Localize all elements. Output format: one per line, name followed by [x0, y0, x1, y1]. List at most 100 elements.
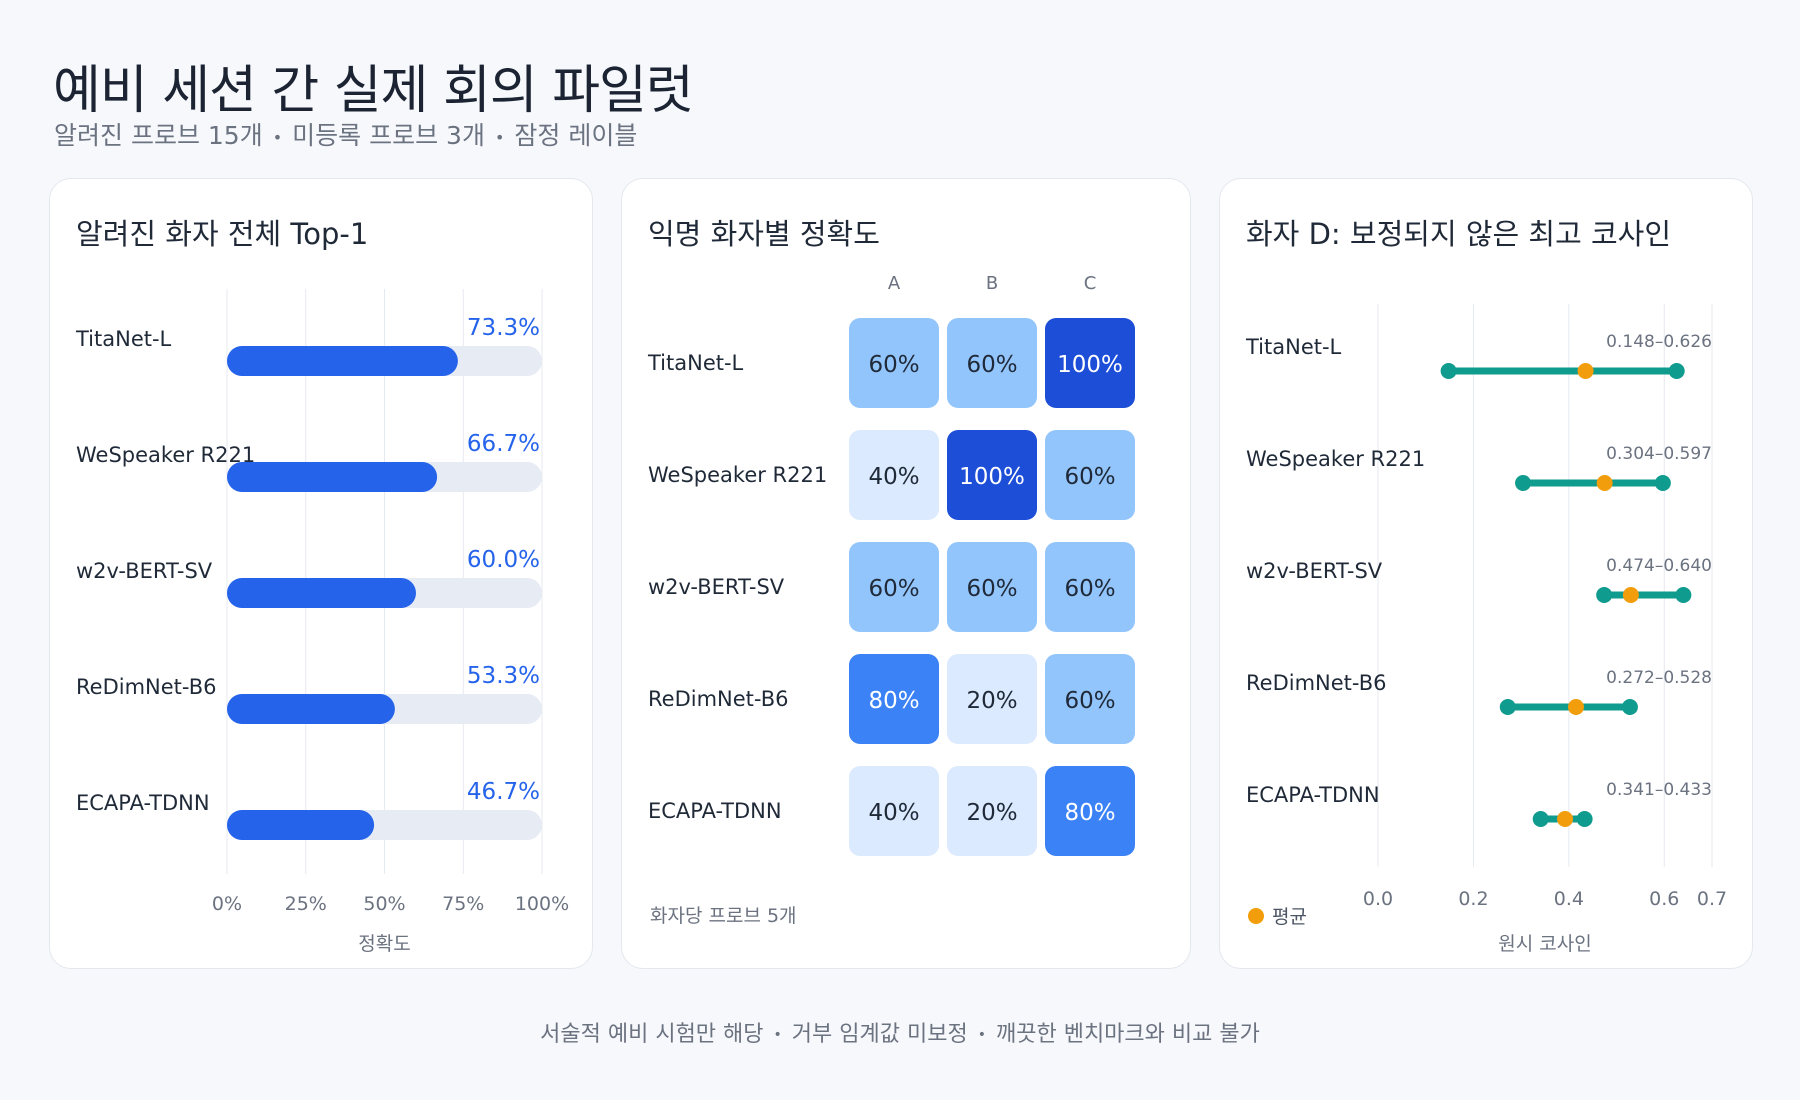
mean-point [1568, 699, 1585, 715]
cell-label: 20% [966, 800, 1017, 826]
heatmap-cell [947, 318, 1037, 408]
data-label: 66.7% [467, 431, 540, 457]
cell-label: 40% [868, 464, 919, 490]
x-tick-label: 75% [442, 893, 484, 915]
heatmap-cell [947, 766, 1037, 856]
data-label: 60.0% [467, 547, 540, 573]
range-min-point [1440, 363, 1457, 379]
column-label: A [888, 273, 901, 294]
category-label: ReDimNet-B6 [76, 675, 217, 699]
legend-mean-marker [1248, 908, 1264, 924]
x-tick-label: 0.6 [1649, 888, 1679, 910]
category-label: TitaNet-L [75, 327, 172, 351]
heatmap-cell [1045, 542, 1135, 632]
category-label: w2v-BERT-SV [1246, 559, 1383, 583]
category-label: w2v-BERT-SV [76, 559, 213, 583]
panel-title: 익명 화자별 정확도 [648, 217, 880, 251]
x-axis-label: 원시 코사인 [1498, 933, 1591, 955]
footer-item: 깨끗한 벤치마크와 비교 불가 [995, 1022, 1260, 1047]
x-tick-label: 0.2 [1458, 888, 1488, 910]
footer-note: 서술적 예비 시험만 해당 • 거부 임계값 미보정 • 깨끗한 벤치마크와 비교 불가 [0, 1016, 1800, 1048]
cosine-range-panel: 화자 D: 보정되지 않은 최고 코사인 0.0 0.2 0.4 0.6 0.7 원시 코… [1219, 178, 1753, 969]
footer-item: 서술적 예비 시험만 해당 [540, 1022, 764, 1047]
heatmap-chart: A B C TitaNet-L 60% 60% 100% WeSpeaker R221 40% 1… [647, 273, 1135, 927]
heatmap-cell [849, 430, 939, 520]
subtitle-item: 알려진 프로브 15개 [54, 121, 263, 150]
range-max-point [1675, 587, 1692, 603]
range-min-point [1499, 699, 1516, 715]
heatmap-note: 화자당 프로브 5개 [650, 905, 797, 927]
range-max-point [1668, 363, 1685, 379]
data-label: 46.7% [467, 779, 540, 805]
heatmap-cell [849, 542, 939, 632]
row-label: ReDimNet-B6 [648, 687, 789, 711]
cell-label: 40% [868, 800, 919, 826]
cell-label: 60% [1064, 576, 1115, 602]
mean-point [1577, 363, 1594, 379]
row-label: ECAPA-TDNN [648, 799, 782, 823]
heatmap-cell [947, 430, 1037, 520]
mean-point [1596, 475, 1613, 491]
top1-accuracy-panel: 알려진 화자 전체 Top-1 0% 25% 50% 75% 100% 정확도 TitaNe… [49, 178, 593, 969]
page-title: 예비 세션 간 실제 회의 파일럿 [53, 61, 694, 121]
row-label: TitaNet-L [647, 351, 744, 375]
data-label: 53.3% [467, 663, 540, 689]
subtitle-item: 잠정 레이블 [514, 121, 638, 150]
row-label: WeSpeaker R221 [648, 463, 827, 487]
cell-label: 60% [966, 352, 1017, 378]
range-label: 0.148–0.626 [1606, 332, 1712, 352]
bar [227, 694, 395, 724]
cell-label: 60% [868, 352, 919, 378]
heatmap-cell [1045, 654, 1135, 744]
range-label: 0.272–0.528 [1606, 668, 1712, 688]
column-label: B [986, 273, 998, 294]
range-label: 0.341–0.433 [1606, 780, 1712, 800]
x-tick-label: 0.7 [1697, 888, 1727, 910]
cell-label: 60% [966, 576, 1017, 602]
footer-item: 거부 임계값 미보정 [791, 1022, 968, 1047]
heatmap-cell [1045, 318, 1135, 408]
x-tick-label: 0.4 [1554, 888, 1584, 910]
panel-title: 알려진 화자 전체 Top-1 [76, 217, 369, 251]
range-chart: 0.0 0.2 0.4 0.6 0.7 원시 코사인 TitaNet-L 0.148–0.62… [1245, 304, 1727, 955]
separator-dot: • [494, 127, 505, 147]
row-label: w2v-BERT-SV [648, 575, 785, 599]
cell-label: 60% [1064, 464, 1115, 490]
separator-dot: • [272, 127, 283, 147]
category-label: WeSpeaker R221 [1246, 447, 1425, 471]
panel-title: 화자 D: 보정되지 않은 최고 코사인 [1246, 217, 1672, 251]
data-label: 73.3% [467, 315, 540, 341]
range-max-point [1654, 475, 1671, 491]
column-label: C [1084, 273, 1097, 294]
category-label: TitaNet-L [1245, 335, 1342, 359]
heatmap-cell [849, 318, 939, 408]
bar [227, 810, 375, 840]
category-label: ECAPA-TDNN [1246, 783, 1380, 807]
legend-label: 평균 [1272, 906, 1307, 928]
cell-label: 60% [868, 576, 919, 602]
heatmap-cell [947, 542, 1037, 632]
separator-dot: • [977, 1027, 986, 1043]
range-label: 0.304–0.597 [1606, 444, 1712, 464]
category-label: ReDimNet-B6 [1246, 671, 1387, 695]
cell-label: 100% [1057, 352, 1123, 378]
separator-dot: • [773, 1027, 782, 1043]
mean-point [1557, 811, 1574, 827]
cell-label: 100% [959, 464, 1025, 490]
cell-label: 80% [1064, 800, 1115, 826]
category-label: ECAPA-TDNN [76, 791, 210, 815]
x-tick-label: 100% [515, 893, 569, 915]
bar-chart: 0% 25% 50% 75% 100% 정확도 TitaNet-L 73.3% WeSpeake… [75, 289, 569, 955]
range-max-point [1621, 699, 1638, 715]
range-min-point [1596, 587, 1613, 603]
x-tick-label: 25% [285, 893, 327, 915]
range-min-point [1515, 475, 1532, 491]
category-label: WeSpeaker R221 [76, 443, 255, 467]
range-max-point [1576, 811, 1593, 827]
bar [227, 462, 438, 492]
heatmap-cell [947, 654, 1037, 744]
heatmap-cell [1045, 766, 1135, 856]
range-label: 0.474–0.640 [1606, 556, 1712, 576]
x-tick-label: 0.0 [1363, 888, 1393, 910]
range-min-point [1532, 811, 1549, 827]
